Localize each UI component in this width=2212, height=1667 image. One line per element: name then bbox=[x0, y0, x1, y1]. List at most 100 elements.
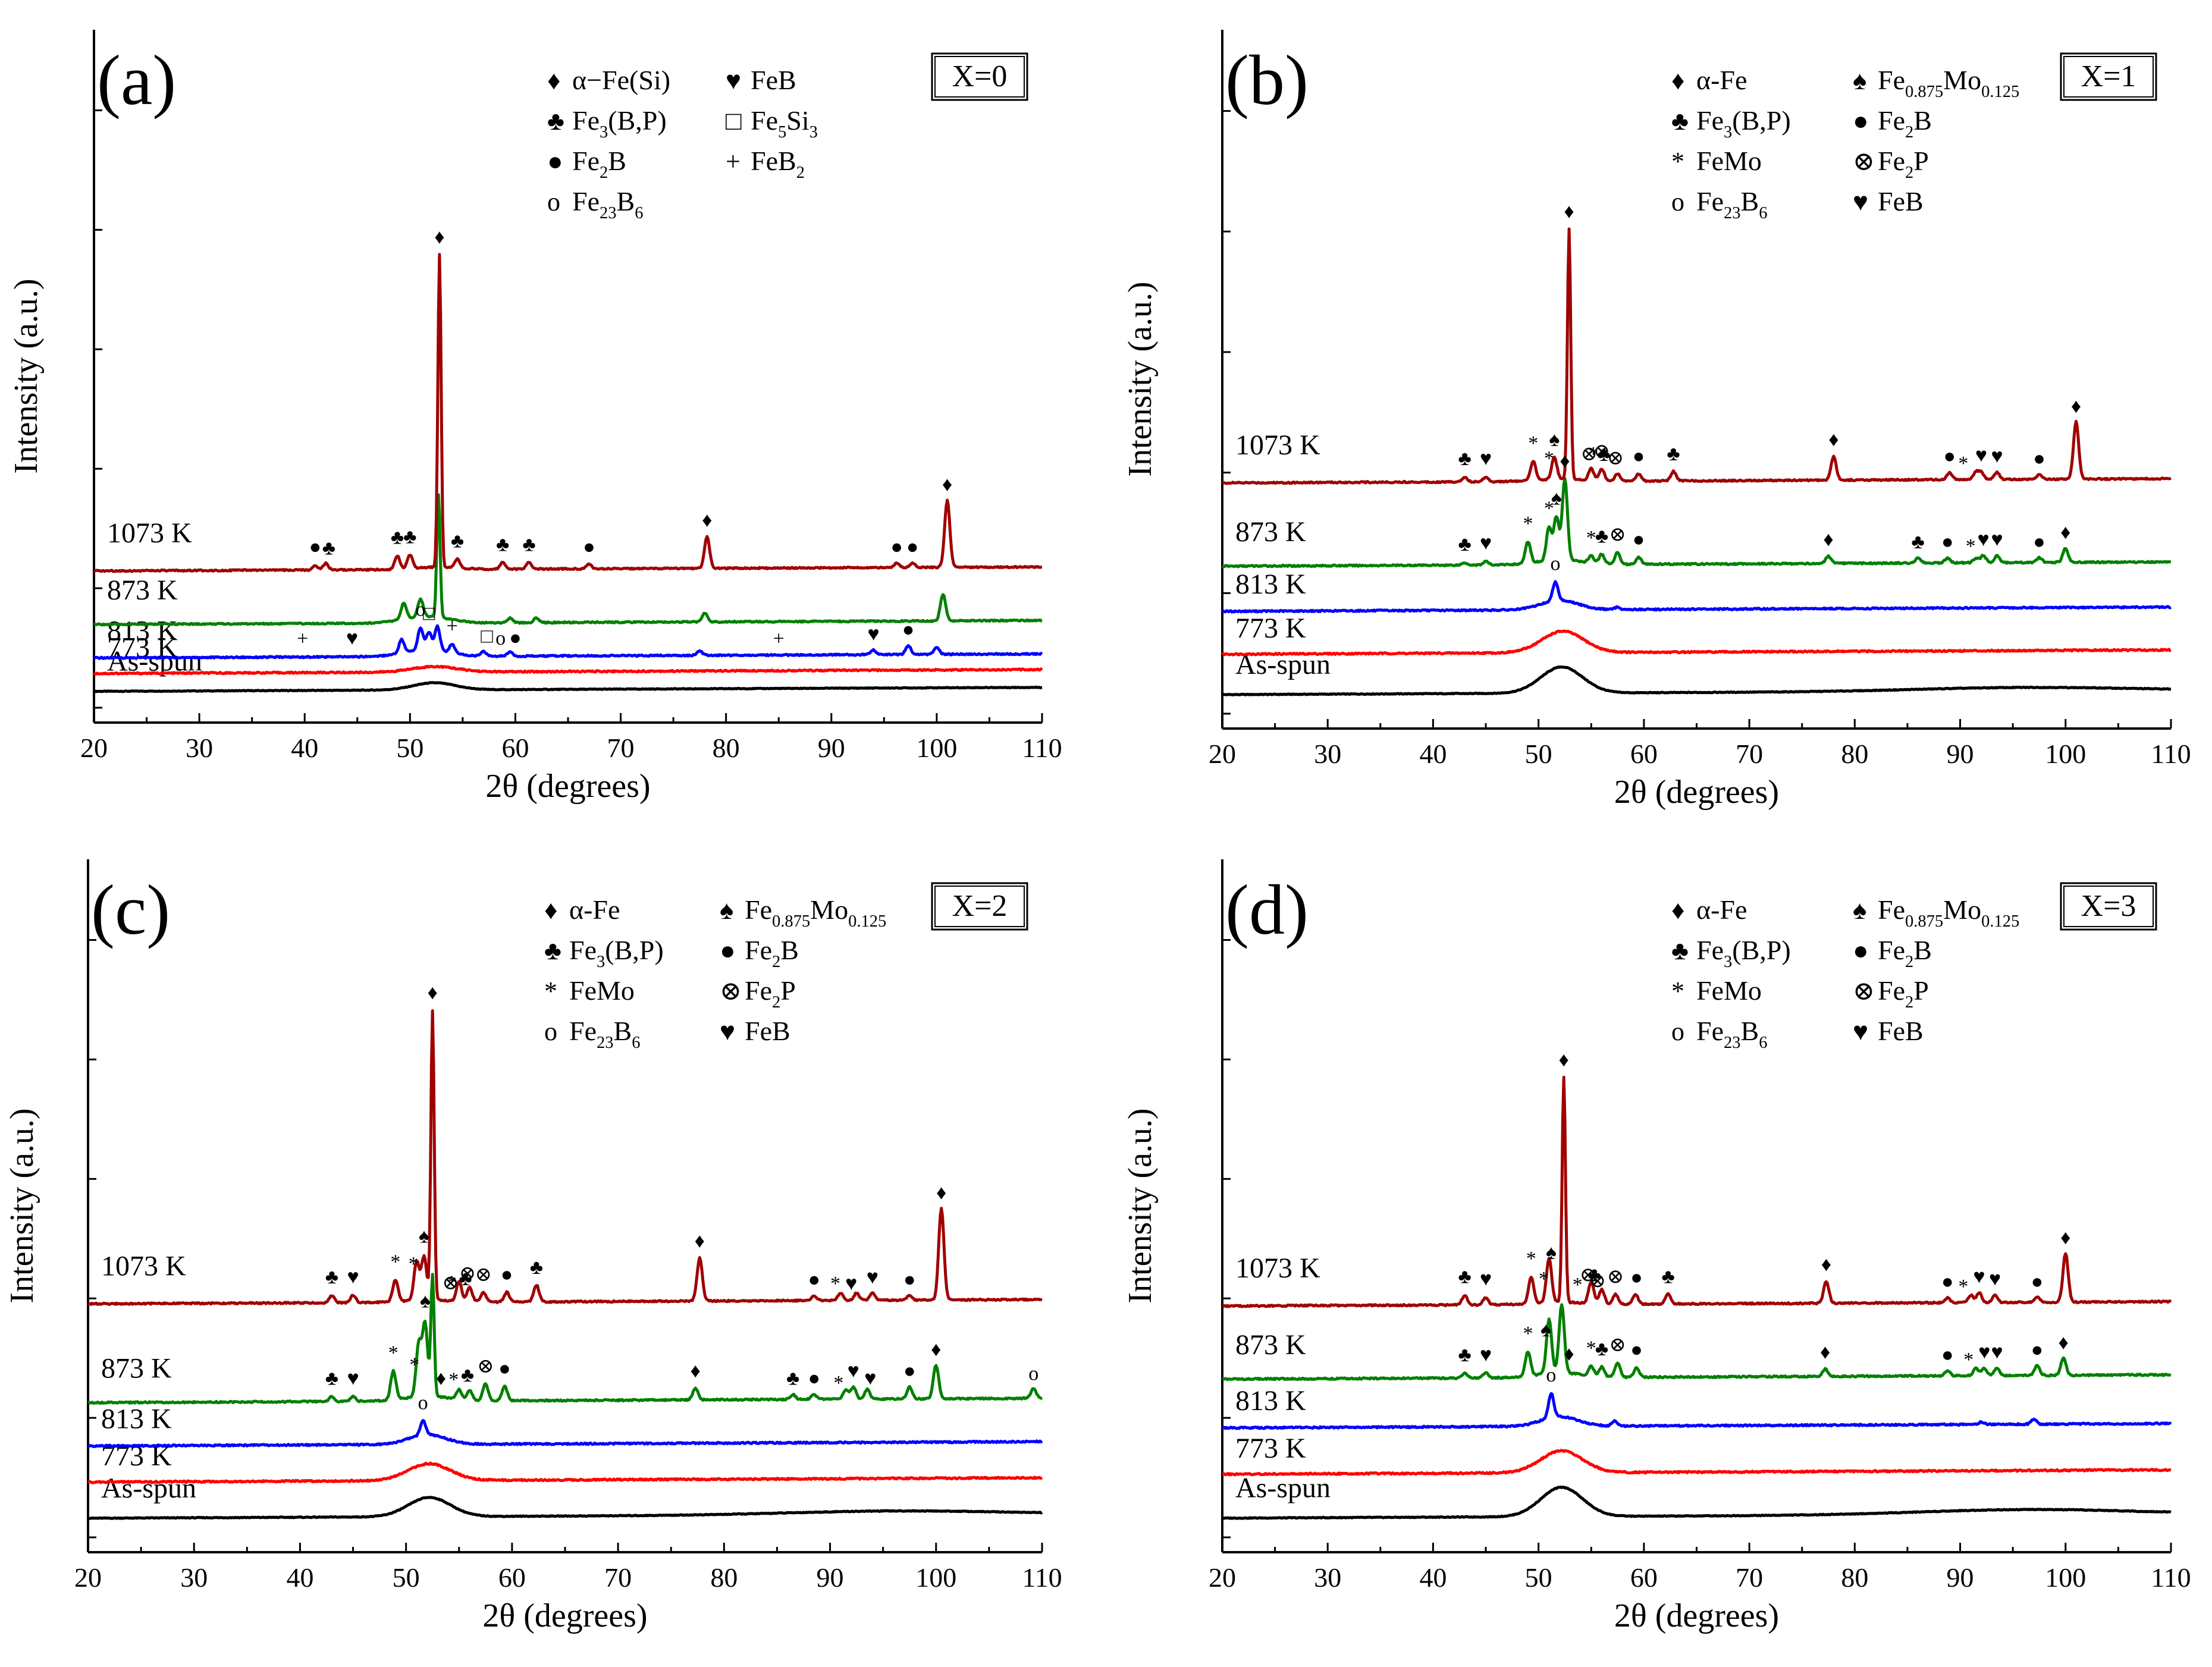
peak-marker: ♥ bbox=[346, 627, 358, 649]
peak-marker: * bbox=[409, 1354, 419, 1376]
peak-marker: o bbox=[1028, 1363, 1038, 1385]
x-tick-label: 110 bbox=[1022, 733, 1062, 763]
legend-label: Fe23​B6​ bbox=[1696, 186, 1767, 222]
peak-marker: ♣ bbox=[1458, 533, 1471, 555]
peak-marker: ♦ bbox=[1560, 450, 1570, 472]
x-tick-label: 110 bbox=[1022, 1562, 1062, 1593]
peak-marker: ♦ bbox=[942, 474, 952, 496]
peak-marker: ● bbox=[1630, 1267, 1643, 1289]
legend-symbol: ♣ bbox=[547, 106, 564, 136]
peak-marker: ♣ bbox=[530, 1257, 543, 1279]
x-tick-label: 20 bbox=[1209, 739, 1236, 769]
peak-marker: ● bbox=[1941, 531, 1954, 553]
composition-box bbox=[2060, 882, 2157, 931]
x-tick-label: 80 bbox=[713, 733, 740, 763]
composition-box-inner bbox=[934, 56, 1025, 98]
series-label: 873 K bbox=[1235, 516, 1306, 548]
composition-label: X=2 bbox=[952, 889, 1008, 923]
legend-symbol: ⊗ bbox=[720, 977, 742, 1006]
x-axis-title: 2θ (degrees) bbox=[485, 768, 650, 805]
x-tick-label: 40 bbox=[291, 733, 318, 763]
peak-marker: ♣ bbox=[403, 526, 416, 548]
peak-marker: ♥ bbox=[864, 1368, 876, 1390]
peak-marker: + bbox=[297, 627, 308, 649]
peak-marker: ♣ bbox=[1912, 531, 1925, 553]
legend-symbol: ♣ bbox=[1671, 106, 1689, 136]
legend-symbol: ♦ bbox=[547, 66, 560, 95]
series-label: 773 K bbox=[1235, 613, 1306, 644]
peak-marker: ♦ bbox=[1828, 429, 1838, 451]
peak-marker: o bbox=[1546, 1364, 1556, 1386]
peak-marker: ● bbox=[903, 1269, 916, 1291]
x-tick-label: 100 bbox=[915, 1562, 956, 1593]
legend-label: Fe2​B bbox=[1878, 935, 1932, 971]
xrd-curve-813-k bbox=[93, 624, 1043, 660]
legend-symbol: ♥ bbox=[1853, 1017, 1868, 1046]
peak-marker: o bbox=[495, 627, 506, 649]
x-tick-label: 90 bbox=[817, 1562, 844, 1593]
peak-marker: ♣ bbox=[496, 534, 509, 556]
x-tick-label: 90 bbox=[818, 733, 845, 763]
x-tick-label: 70 bbox=[1736, 739, 1763, 769]
peak-marker: ♣ bbox=[459, 1268, 472, 1290]
legend-label: Fe0.875​Mo0.125​ bbox=[1878, 894, 2019, 931]
peak-marker: ♥ bbox=[1977, 529, 1989, 551]
xrd-curve-873-k bbox=[93, 493, 1043, 627]
peak-marker: ♣ bbox=[451, 530, 464, 552]
peak-marker: ● bbox=[1941, 1344, 1954, 1366]
legend-symbol: □ bbox=[726, 106, 742, 136]
peak-marker: ♥ bbox=[868, 623, 880, 645]
x-axis-title: 2θ (degrees) bbox=[1614, 1597, 1779, 1634]
peak-marker: o bbox=[1551, 552, 1561, 574]
peak-marker: ● bbox=[1941, 1271, 1954, 1293]
series-label: 813 K bbox=[107, 615, 178, 646]
x-tick-label: 100 bbox=[2045, 739, 2086, 769]
x-tick-label: 100 bbox=[2045, 1562, 2086, 1593]
peak-marker: ● bbox=[906, 536, 919, 558]
peak-marker: * bbox=[390, 1251, 400, 1273]
peak-marker: ♥ bbox=[1480, 448, 1492, 470]
xrd-curve-as-spun bbox=[1222, 665, 2172, 696]
chart-panel-3: 20 30 40 50 60 70 80 90 100 110 2θ (degrees) Intens… bbox=[4, 859, 1062, 1634]
legend-label: Fe2​P bbox=[745, 975, 796, 1012]
peak-marker: ♣ bbox=[1595, 1338, 1608, 1360]
x-axis-title: 2θ (degrees) bbox=[482, 1597, 647, 1634]
y-axis-title: Intensity (a.u.) bbox=[1122, 281, 1159, 476]
legend-symbol: ♦ bbox=[544, 896, 557, 925]
peak-marker: ♣ bbox=[1661, 1266, 1674, 1288]
panel-label: (b) bbox=[1225, 40, 1309, 120]
peak-marker: * bbox=[1573, 1274, 1583, 1296]
peak-marker: ♥ bbox=[1973, 1266, 1985, 1288]
peak-marker: ♣ bbox=[461, 1364, 474, 1386]
peak-marker: ♥ bbox=[1989, 1269, 2001, 1291]
legend-label: Fe2​B bbox=[1878, 105, 1932, 142]
peak-marker: ♣ bbox=[1595, 526, 1608, 548]
peak-marker: ● bbox=[890, 536, 903, 558]
peak-marker: ♠ bbox=[419, 1226, 429, 1248]
peak-marker: ⊗ bbox=[1609, 1334, 1626, 1356]
series-label: 813 K bbox=[1235, 1385, 1306, 1417]
series-label: 873 K bbox=[107, 574, 178, 606]
peak-marker: * bbox=[1544, 448, 1554, 470]
peak-marker: ♦ bbox=[2060, 1227, 2070, 1249]
xrd-curve-813-k bbox=[1221, 1392, 2172, 1430]
xrd-curve-773-k bbox=[87, 1461, 1043, 1484]
legend-label: α-Fe bbox=[1696, 65, 1747, 95]
composition-box bbox=[2060, 52, 2157, 101]
peak-marker: ♣ bbox=[786, 1367, 799, 1389]
peak-marker: ● bbox=[808, 1269, 821, 1291]
peak-marker: ♦ bbox=[1821, 1254, 1831, 1276]
legend-symbol: ● bbox=[1853, 106, 1869, 136]
legend-label: FeB bbox=[1878, 1016, 1924, 1046]
x-tick-label: 80 bbox=[710, 1562, 738, 1593]
legend-label: FeB2​ bbox=[751, 146, 805, 182]
peak-marker: * bbox=[1523, 513, 1533, 535]
composition-box-inner bbox=[934, 886, 1025, 927]
x-tick-label: 30 bbox=[1314, 1562, 1341, 1593]
peak-marker: * bbox=[833, 1372, 843, 1394]
peak-marker: * bbox=[1586, 527, 1596, 549]
legend-label: FeMo bbox=[569, 975, 635, 1006]
peak-marker: ● bbox=[1630, 1339, 1643, 1361]
peak-marker: ⊗ bbox=[1607, 1266, 1624, 1288]
peak-marker: ● bbox=[808, 1367, 821, 1389]
